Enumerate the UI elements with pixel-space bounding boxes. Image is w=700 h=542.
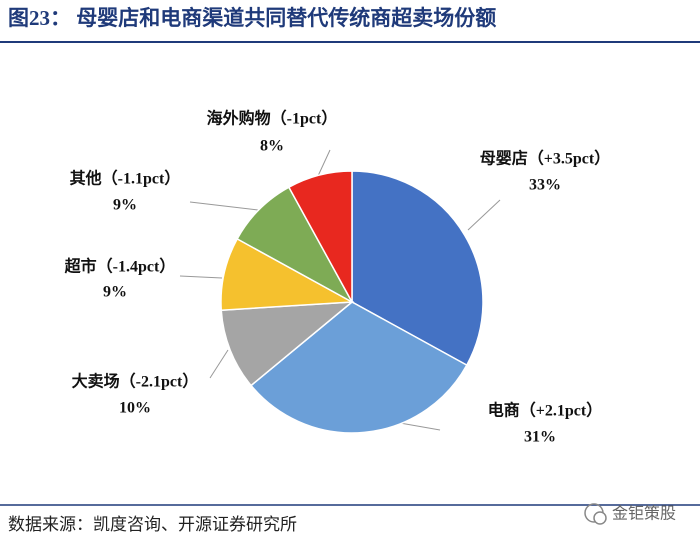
pie-slice (220, 301, 355, 387)
leader-lines (179, 149, 501, 431)
slice-label: 超市（-1.4pct） (64, 257, 176, 276)
pie-slice (250, 301, 468, 434)
watermark: 金钜策股 (612, 504, 676, 523)
slice-value: 31% (524, 429, 556, 446)
slice-value: 9% (103, 284, 127, 301)
chart-title: 图23： 母婴店和电商渠道共同替代传统商超卖场份额 (8, 6, 496, 30)
slice-value: 8% (260, 138, 284, 155)
slice-value: 10% (119, 400, 151, 417)
slice-label: 其他（-1.1pct） (70, 169, 181, 188)
pie-slice (287, 170, 353, 303)
slice-label: 海外购物（-1pct） (207, 109, 338, 128)
slice-label: 母婴店（+3.5pct） (480, 149, 610, 168)
slice-value: 9% (113, 197, 137, 214)
slice-label: 电商（+2.1pct） (488, 401, 602, 420)
watermark-icon (584, 503, 607, 525)
pie-slice (351, 170, 484, 367)
slice-value: 33% (529, 177, 561, 194)
source: 数据来源：凯度咨询、开源证券研究所 (8, 515, 297, 534)
slice-label: 大卖场（-2.1pct） (72, 372, 199, 391)
